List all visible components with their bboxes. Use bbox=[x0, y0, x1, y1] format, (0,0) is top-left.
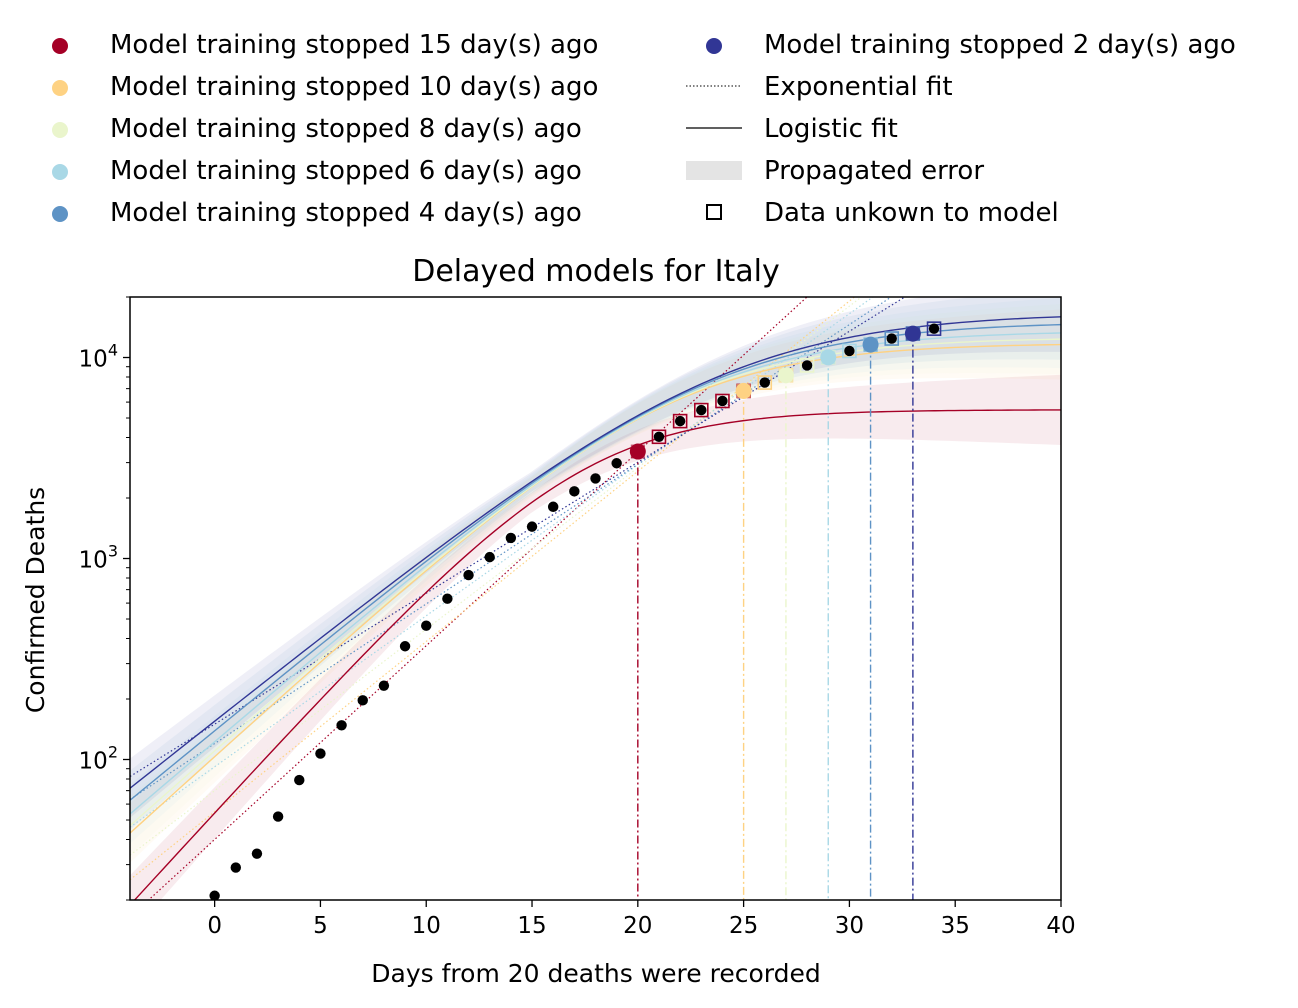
cutoff-marker-3 bbox=[821, 350, 836, 365]
observed-data-point bbox=[421, 620, 432, 631]
observed-data-point bbox=[505, 532, 517, 544]
legend-error-swatch bbox=[686, 161, 742, 180]
unknown-data-marker bbox=[651, 429, 667, 445]
y-tick-label: 104 bbox=[79, 341, 118, 373]
x-tick-label: 25 bbox=[729, 913, 758, 939]
legend-label-err: Propagated error bbox=[764, 156, 984, 186]
observed-data-point bbox=[717, 395, 728, 407]
x-tick-label: 30 bbox=[835, 913, 864, 939]
legend-label-0: Model training stopped 15 day(s) ago bbox=[110, 30, 598, 60]
cutoff-marker-4 bbox=[863, 337, 878, 352]
error-band-3 bbox=[130, 297, 1061, 844]
legend-label-exp: Exponential fit bbox=[764, 72, 953, 102]
y-axis-label: Confirmed Deaths bbox=[21, 487, 50, 713]
error-band-0 bbox=[130, 374, 1061, 900]
cutoff-marker-0 bbox=[630, 444, 645, 459]
observed-data-point bbox=[399, 641, 411, 652]
observed-data-point bbox=[611, 458, 622, 469]
observed-data-point bbox=[378, 680, 390, 691]
legend-marker-4 bbox=[52, 206, 68, 222]
observed-data-point bbox=[357, 695, 368, 706]
legend-marker-0 bbox=[52, 38, 68, 54]
y-tick-label: 103 bbox=[79, 542, 118, 574]
legend-label-1: Model training stopped 10 day(s) ago bbox=[110, 72, 598, 102]
observed-data-point bbox=[569, 486, 580, 497]
observed-data-point bbox=[526, 521, 538, 532]
unknown-data-marker bbox=[693, 402, 709, 418]
legend-label-log: Logistic fit bbox=[764, 114, 898, 144]
error-band-5 bbox=[130, 297, 1061, 818]
y-tick-label: 102 bbox=[79, 743, 118, 775]
legend-label-unknown: Data unkown to model bbox=[764, 198, 1059, 228]
observed-data-point bbox=[759, 377, 770, 388]
observed-data-point bbox=[886, 333, 897, 344]
legend-label-3: Model training stopped 6 day(s) ago bbox=[110, 156, 582, 186]
observed-data-point bbox=[653, 431, 665, 442]
observed-data-point bbox=[336, 720, 347, 731]
observed-data-point bbox=[230, 862, 241, 873]
observed-data-point bbox=[844, 345, 855, 357]
legend: Model training stopped 15 day(s) ago Mode… bbox=[52, 30, 1236, 228]
x-tick-label: 0 bbox=[207, 913, 222, 939]
legend-marker-2 bbox=[52, 122, 68, 138]
unknown-data-marker bbox=[672, 413, 688, 429]
axes: 0 5 10 15 20 25 30 35 40 102 103 104 bbox=[79, 296, 1076, 939]
legend-marker-5 bbox=[706, 38, 722, 54]
observed-data-point bbox=[272, 811, 284, 822]
plot-area bbox=[130, 297, 1061, 900]
observed-data-point bbox=[315, 748, 326, 759]
observed-data-point bbox=[209, 890, 220, 900]
error-band-2 bbox=[130, 304, 1061, 856]
chart-title: Delayed models for Italy bbox=[412, 254, 780, 289]
observed-data-point bbox=[928, 323, 940, 334]
legend-marker-1 bbox=[52, 80, 68, 96]
unknown-data-marker bbox=[842, 343, 857, 359]
x-tick-label: 35 bbox=[941, 913, 970, 939]
observed-data-point bbox=[251, 848, 263, 859]
legend-label-5: Model training stopped 2 day(s) ago bbox=[764, 30, 1236, 60]
x-tick-label: 15 bbox=[517, 913, 546, 939]
observed-data-point bbox=[442, 593, 453, 604]
x-axis-label: Days from 20 deaths were recorded bbox=[371, 959, 820, 988]
observed-data-point bbox=[696, 404, 707, 416]
unknown-data-marker bbox=[926, 321, 942, 336]
observed-data-point bbox=[547, 501, 559, 512]
unknown-data-marker bbox=[799, 358, 815, 373]
exp-fit-line-0 bbox=[147, 297, 808, 900]
observed-data-point bbox=[590, 473, 601, 484]
legend-unknown-marker bbox=[706, 204, 722, 220]
cutoff-marker-2 bbox=[778, 368, 793, 383]
observed-data-point bbox=[294, 774, 305, 786]
logistic-fit-line-0 bbox=[133, 409, 1061, 900]
x-tick-label: 5 bbox=[313, 913, 328, 939]
unknown-data-marker bbox=[757, 375, 773, 390]
plot-frame bbox=[129, 296, 1062, 901]
error-band-4 bbox=[130, 297, 1061, 830]
exp-fit-line-1 bbox=[130, 297, 856, 881]
observed-data-point bbox=[484, 551, 495, 563]
observed-data-point bbox=[463, 569, 474, 581]
legend-label-2: Model training stopped 8 day(s) ago bbox=[110, 114, 582, 144]
observed-data-point bbox=[801, 360, 813, 371]
observed-data-point bbox=[674, 415, 686, 427]
unknown-data-marker bbox=[715, 393, 730, 409]
legend-label-4: Model training stopped 4 day(s) ago bbox=[110, 198, 582, 228]
cutoff-marker-5 bbox=[905, 326, 920, 341]
unknown-data-marker bbox=[884, 331, 900, 346]
x-tick-label: 20 bbox=[623, 913, 652, 939]
cutoff-marker-1 bbox=[736, 383, 751, 398]
legend-marker-3 bbox=[52, 164, 68, 180]
error-band-1 bbox=[130, 309, 1061, 863]
x-tick-label: 10 bbox=[412, 913, 441, 939]
x-tick-label: 40 bbox=[1046, 913, 1075, 939]
